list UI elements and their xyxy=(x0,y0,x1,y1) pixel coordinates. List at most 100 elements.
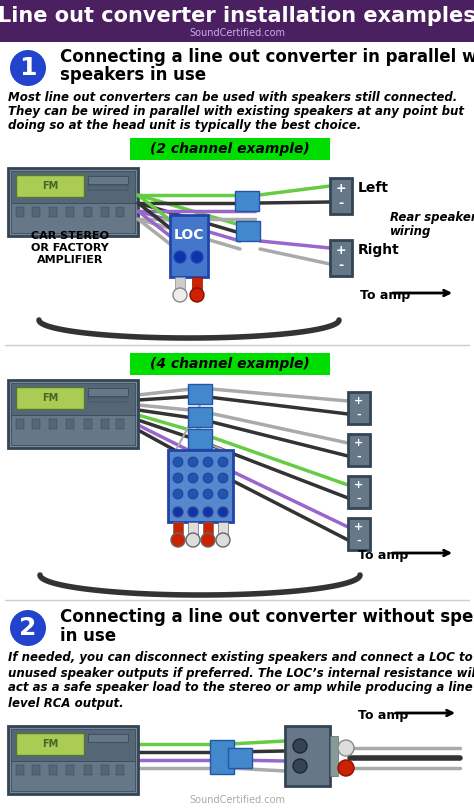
Text: Connecting a line out converter without speakers: Connecting a line out converter without … xyxy=(60,608,474,626)
Text: -: - xyxy=(338,259,344,272)
Text: LOC: LOC xyxy=(174,228,204,242)
Circle shape xyxy=(188,457,198,467)
Circle shape xyxy=(218,489,228,499)
Circle shape xyxy=(338,740,354,756)
Text: CAR STEREO
OR FACTORY
AMPLIFIER: CAR STEREO OR FACTORY AMPLIFIER xyxy=(31,232,109,265)
Bar xyxy=(175,277,185,291)
Bar xyxy=(16,733,84,755)
Bar xyxy=(348,392,370,424)
Bar xyxy=(49,765,57,775)
Bar xyxy=(66,207,74,217)
Bar xyxy=(32,765,40,775)
Circle shape xyxy=(293,759,307,773)
Bar xyxy=(348,476,370,508)
Bar xyxy=(11,761,135,791)
Bar xyxy=(188,407,212,427)
Circle shape xyxy=(188,507,198,517)
Circle shape xyxy=(218,457,228,467)
Text: -: - xyxy=(357,536,361,546)
Text: -: - xyxy=(357,452,361,462)
Bar xyxy=(285,726,330,786)
Circle shape xyxy=(188,489,198,499)
Text: +: + xyxy=(355,396,364,406)
Bar xyxy=(11,415,135,445)
Bar xyxy=(116,419,124,429)
Circle shape xyxy=(201,533,215,547)
Circle shape xyxy=(10,50,46,86)
Text: (2 channel example): (2 channel example) xyxy=(150,142,310,156)
Bar xyxy=(348,434,370,466)
Text: -: - xyxy=(357,410,361,420)
Text: To amp: To amp xyxy=(360,288,410,301)
Text: -: - xyxy=(338,198,344,211)
Bar xyxy=(218,522,228,536)
Bar xyxy=(16,387,84,409)
Bar xyxy=(228,748,252,768)
Circle shape xyxy=(173,473,183,483)
Bar xyxy=(236,221,260,241)
Text: To amp: To amp xyxy=(358,548,408,561)
Text: If needed, you can disconnect existing speakers and connect a LOC to: If needed, you can disconnect existing s… xyxy=(8,651,473,664)
Bar xyxy=(66,765,74,775)
Bar xyxy=(32,207,40,217)
Text: in use: in use xyxy=(60,627,116,645)
Circle shape xyxy=(10,610,46,646)
Bar xyxy=(84,765,92,775)
Text: -: - xyxy=(357,494,361,504)
Text: FM: FM xyxy=(42,739,58,749)
Circle shape xyxy=(173,457,183,467)
Text: unused speaker outputs if preferred. The LOC’s internal resistance will: unused speaker outputs if preferred. The… xyxy=(8,667,474,680)
Bar xyxy=(330,736,338,776)
Text: +: + xyxy=(336,244,346,257)
Bar xyxy=(0,0,474,42)
Circle shape xyxy=(186,533,200,547)
Bar xyxy=(16,765,24,775)
Text: wiring: wiring xyxy=(390,225,431,238)
Bar xyxy=(11,171,135,203)
Bar xyxy=(11,203,135,233)
Bar xyxy=(88,734,128,742)
Text: Most line out converters can be used with speakers still connected.: Most line out converters can be used wit… xyxy=(8,91,457,104)
Bar xyxy=(130,353,330,375)
Circle shape xyxy=(173,489,183,499)
Circle shape xyxy=(203,473,213,483)
Text: Line out converter installation examples: Line out converter installation examples xyxy=(0,6,474,26)
Text: 1: 1 xyxy=(19,56,37,80)
Bar xyxy=(88,186,128,190)
Bar xyxy=(116,207,124,217)
Circle shape xyxy=(188,473,198,483)
Text: +: + xyxy=(336,181,346,194)
Circle shape xyxy=(218,473,228,483)
Bar xyxy=(188,522,198,536)
Bar xyxy=(116,765,124,775)
Text: FM: FM xyxy=(42,393,58,403)
Bar xyxy=(348,518,370,550)
Text: level RCA output.: level RCA output. xyxy=(8,697,124,710)
Bar xyxy=(130,138,330,160)
Text: To amp: To amp xyxy=(358,709,408,722)
Bar xyxy=(330,240,352,276)
Text: +: + xyxy=(355,480,364,490)
Bar xyxy=(84,207,92,217)
Text: +: + xyxy=(355,522,364,532)
Bar xyxy=(203,522,213,536)
Text: doing so at the head unit is typically the best choice.: doing so at the head unit is typically t… xyxy=(8,118,361,131)
Bar xyxy=(173,522,183,536)
Bar xyxy=(188,384,212,404)
Bar xyxy=(32,419,40,429)
Bar xyxy=(11,383,135,415)
Bar xyxy=(88,176,128,184)
Text: speakers in use: speakers in use xyxy=(60,66,206,84)
Circle shape xyxy=(174,251,186,263)
Bar xyxy=(188,452,212,472)
Text: Left: Left xyxy=(358,181,389,195)
Bar xyxy=(16,175,84,197)
Bar xyxy=(210,740,234,774)
Bar xyxy=(330,178,352,214)
Bar xyxy=(192,277,202,291)
Bar xyxy=(16,207,24,217)
Bar xyxy=(101,207,109,217)
Text: Right: Right xyxy=(358,243,400,257)
Text: FM: FM xyxy=(42,181,58,191)
Text: 2: 2 xyxy=(19,616,36,640)
